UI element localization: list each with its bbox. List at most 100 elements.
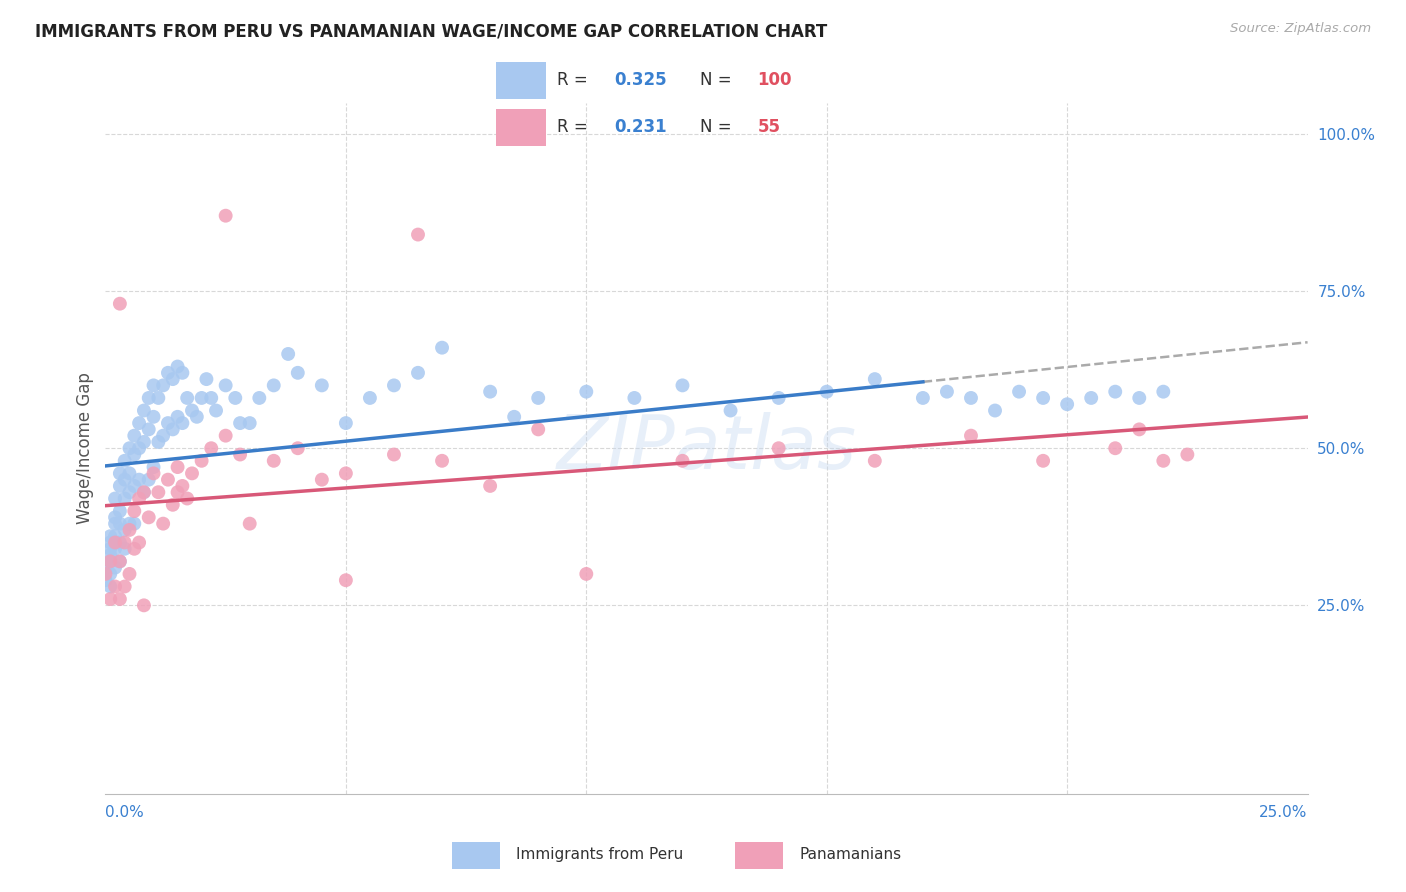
Text: 0.231: 0.231: [614, 119, 666, 136]
Point: [166, 460, 188, 475]
Point: [263, 378, 285, 392]
Point: [124, 504, 146, 518]
Text: ZIPatlas: ZIPatlas: [557, 412, 856, 484]
Text: Source: ZipAtlas.com: Source: ZipAtlas.com: [1230, 22, 1371, 36]
Point: [114, 580, 136, 594]
Point: [132, 434, 155, 449]
Text: Immigrants from Peru: Immigrants from Peru: [516, 847, 683, 862]
Point: [148, 434, 170, 449]
Point: [98, 554, 121, 568]
Point: [960, 391, 983, 405]
Point: [142, 409, 165, 424]
Point: [176, 491, 198, 506]
Point: [132, 485, 155, 500]
Point: [190, 454, 212, 468]
Point: [239, 416, 262, 430]
Point: [128, 416, 150, 430]
Point: [575, 566, 598, 581]
Point: [382, 378, 405, 392]
Point: [128, 442, 150, 455]
Point: [311, 378, 333, 392]
Point: [229, 416, 252, 430]
Point: [156, 473, 179, 487]
Point: [287, 366, 309, 380]
Point: [960, 428, 983, 442]
Point: [1056, 397, 1078, 411]
Point: [124, 516, 146, 531]
Point: [287, 442, 309, 455]
Point: [108, 535, 131, 549]
Point: [239, 516, 262, 531]
Point: [118, 485, 141, 500]
Point: [162, 498, 184, 512]
Point: [1128, 391, 1150, 405]
Point: [1175, 448, 1198, 462]
Point: [138, 422, 160, 436]
Point: [162, 372, 184, 386]
Point: [172, 416, 194, 430]
Point: [181, 467, 204, 481]
Point: [104, 560, 127, 574]
Point: [124, 541, 146, 556]
Point: [1008, 384, 1031, 399]
Point: [156, 416, 179, 430]
Point: [671, 378, 693, 392]
Point: [98, 541, 121, 556]
Point: [118, 467, 141, 481]
Point: [114, 473, 136, 487]
Point: [132, 599, 155, 613]
Point: [1032, 391, 1054, 405]
Bar: [735, 842, 783, 869]
Point: [108, 516, 131, 531]
Point: [195, 372, 218, 386]
Point: [108, 296, 131, 310]
Point: [166, 359, 188, 374]
Text: N =: N =: [700, 119, 737, 136]
Point: [104, 510, 127, 524]
Point: [108, 592, 131, 607]
Point: [1128, 422, 1150, 436]
Bar: [451, 842, 501, 869]
Point: [359, 391, 381, 405]
Text: 100: 100: [758, 71, 792, 89]
Point: [152, 428, 174, 442]
Point: [114, 535, 136, 549]
Point: [118, 566, 141, 581]
Point: [98, 580, 121, 594]
Text: Panamanians: Panamanians: [799, 847, 901, 862]
Point: [575, 384, 598, 399]
Point: [98, 548, 121, 562]
Point: [108, 479, 131, 493]
Text: 55: 55: [758, 119, 780, 136]
Text: 0.0%: 0.0%: [105, 805, 145, 820]
Point: [162, 422, 184, 436]
Point: [98, 566, 121, 581]
Point: [132, 403, 155, 417]
Point: [124, 428, 146, 442]
Point: [148, 485, 170, 500]
Point: [406, 227, 429, 242]
Point: [128, 473, 150, 487]
Point: [142, 378, 165, 392]
Point: [166, 409, 188, 424]
Point: [335, 416, 357, 430]
Point: [114, 541, 136, 556]
Point: [335, 467, 357, 481]
Point: [1104, 442, 1126, 455]
Point: [479, 479, 502, 493]
Point: [98, 554, 121, 568]
Point: [152, 378, 174, 392]
Point: [128, 535, 150, 549]
Point: [623, 391, 645, 405]
Point: [1032, 454, 1054, 468]
Point: [166, 485, 188, 500]
Bar: [496, 62, 546, 99]
Text: R =: R =: [557, 71, 593, 89]
Point: [214, 428, 236, 442]
Point: [104, 541, 127, 556]
Text: N =: N =: [700, 71, 737, 89]
Y-axis label: Wage/Income Gap: Wage/Income Gap: [76, 372, 94, 524]
Point: [172, 479, 194, 493]
Point: [984, 403, 1007, 417]
Point: [114, 523, 136, 537]
